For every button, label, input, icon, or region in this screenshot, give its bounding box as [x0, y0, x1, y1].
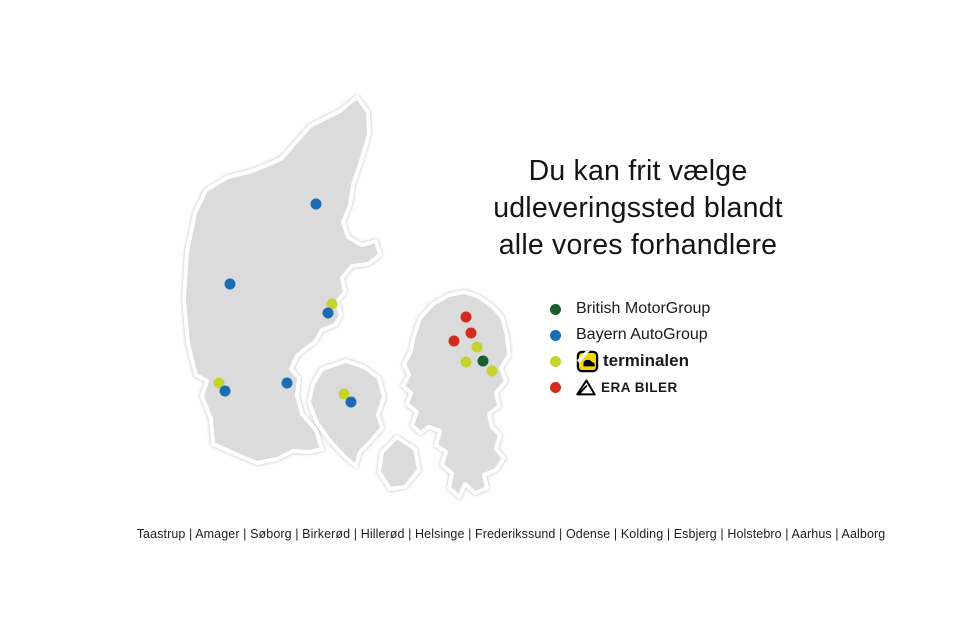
british-motorgroup-dot-icon [550, 303, 561, 315]
dealer-dot [326, 298, 338, 310]
legend-item-era-biler: ERA BILER [550, 374, 710, 400]
denmark-landmass [182, 95, 511, 499]
dealer-legend: British MotorGroup Bayern AutoGroup term… [550, 296, 710, 400]
dealer-dot [338, 388, 350, 400]
legend-label: Bayern AutoGroup [576, 326, 708, 343]
terminalen-logo-icon [576, 350, 599, 373]
dealer-dot [486, 365, 498, 377]
dealer-dot [345, 396, 357, 408]
dealer-dot [460, 311, 472, 323]
legend-label: British MotorGroup [576, 300, 711, 317]
dealer-dot [219, 385, 231, 397]
dealer-dot [224, 278, 236, 290]
era-biler-dot-icon [550, 381, 561, 393]
legend-item-bayern-autogroup: Bayern AutoGroup [550, 322, 710, 348]
dealer-dot [477, 355, 489, 367]
dealer-dot [213, 377, 225, 389]
dealer-dot [322, 307, 334, 319]
era-biler-logo-icon [576, 379, 596, 396]
legend-item-british-motorgroup: British MotorGroup [550, 296, 710, 322]
legend-label: ERA BILER [601, 379, 678, 395]
dealer-dot [281, 377, 293, 389]
city-list: Taastrup | Amager | Søborg | Birkerød | … [136, 527, 886, 541]
map-region-jutland [182, 95, 382, 465]
map-region-funen [307, 359, 386, 468]
bayern-autogroup-dot-icon [550, 329, 561, 341]
terminalen-dot-icon [550, 355, 561, 367]
page-title-line: Du kan frit vælge [528, 155, 748, 187]
dealer-dot [310, 198, 322, 210]
page-title: Du kan frit vælge udleveringssted blandt… [462, 153, 814, 264]
page-title-line: udleveringssted blandt [493, 192, 783, 224]
legend-label: terminalen [603, 351, 689, 370]
dealer-dot [448, 335, 460, 347]
dealer-dot [460, 356, 472, 368]
legend-item-terminalen: terminalen [550, 348, 710, 374]
dealer-dots [213, 198, 498, 408]
map-region-zealand [401, 290, 511, 499]
page-title-line: alle vores forhandlere [498, 229, 778, 261]
dealer-dot [471, 341, 483, 353]
map-region-lolland [377, 435, 421, 491]
dealer-dot [465, 327, 477, 339]
